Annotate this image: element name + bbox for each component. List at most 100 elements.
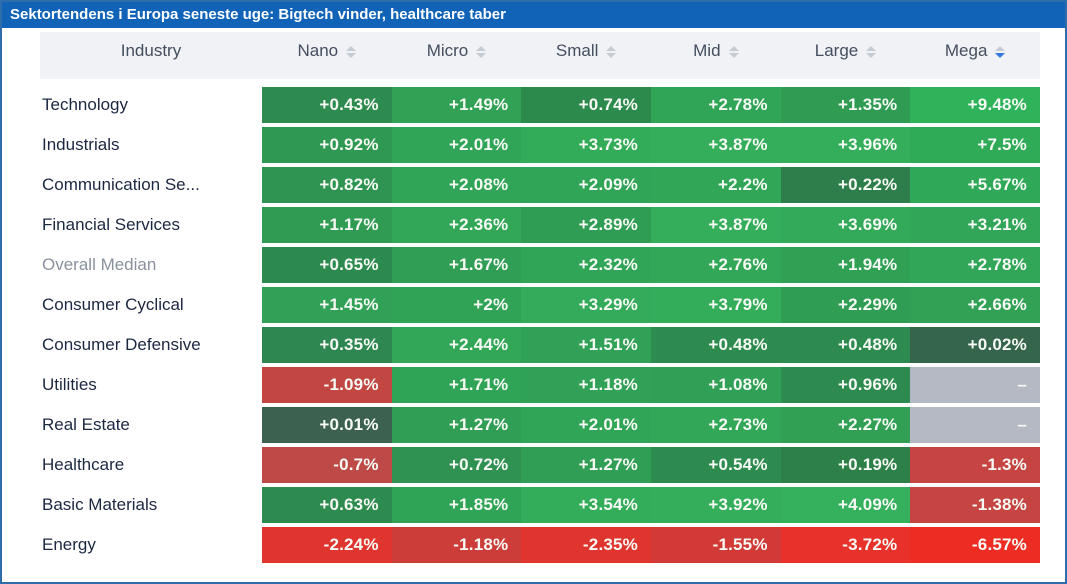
column-header-micro[interactable]: Micro <box>392 32 522 79</box>
table-cell: +0.48% <box>651 327 781 363</box>
table-cell: +4.09% <box>780 487 911 523</box>
window-title: Sektortendens i Europa seneste uge: Bigt… <box>10 6 506 23</box>
row-label: Healthcare <box>40 447 262 483</box>
table-cell: +0.65% <box>262 247 392 283</box>
column-header-mid[interactable]: Mid <box>651 32 781 79</box>
table-cell: +0.43% <box>262 87 392 123</box>
table-header: Industry Nano Micro Small Mid Large Mega <box>40 32 1040 79</box>
table-cell: +0.35% <box>262 327 392 363</box>
table-cell: +2.44% <box>391 327 522 363</box>
table-cell: +2% <box>391 287 522 323</box>
table-cell: -0.7% <box>262 447 392 483</box>
column-header-small[interactable]: Small <box>521 32 651 79</box>
table-cell: +1.27% <box>391 407 522 443</box>
table-cell: +3.79% <box>651 287 781 323</box>
table-cell: +1.49% <box>391 87 522 123</box>
sort-up-triangle-icon <box>728 46 739 51</box>
table-cell: +2.73% <box>651 407 781 443</box>
table-cell: +0.19% <box>780 447 911 483</box>
table-cell: +0.22% <box>780 167 911 203</box>
sort-icon <box>995 40 1006 58</box>
table-cell: +2.08% <box>391 167 522 203</box>
table-cell: +3.29% <box>521 287 651 323</box>
table-cell: -1.18% <box>391 527 522 563</box>
table-cell: +2.01% <box>521 407 651 443</box>
table-cell: +2.76% <box>651 247 781 283</box>
table-cell: +9.48% <box>910 87 1040 123</box>
column-header-label: Industry <box>120 41 182 60</box>
sort-icon <box>476 40 487 58</box>
sort-up-triangle-icon <box>866 46 877 51</box>
sort-up-triangle-icon <box>346 46 357 51</box>
table-cell: +0.96% <box>780 367 911 403</box>
table-cell: +0.02% <box>910 327 1040 363</box>
table-cell: +1.67% <box>391 247 522 283</box>
table-cell: +0.92% <box>262 127 392 163</box>
table-cell: +0.74% <box>521 87 651 123</box>
table-cell: -2.24% <box>262 527 392 563</box>
table-cell: +0.54% <box>651 447 781 483</box>
table-cell: +1.45% <box>262 287 392 323</box>
table-cell: +1.71% <box>391 367 522 403</box>
table-cell: +0.82% <box>262 167 392 203</box>
table-cell: +0.63% <box>262 487 392 523</box>
column-header-large[interactable]: Large <box>781 32 911 79</box>
table-cell: -1.38% <box>910 487 1040 523</box>
table-cell: +2.78% <box>910 247 1040 283</box>
sort-icon <box>728 40 739 58</box>
table-cell: +2.66% <box>910 287 1040 323</box>
table-cell: +1.17% <box>262 207 392 243</box>
row-label: Energy <box>40 527 262 563</box>
column-header-industry[interactable]: Industry <box>40 32 262 79</box>
sort-down-triangle-icon <box>606 53 617 58</box>
table-cell: +0.01% <box>262 407 392 443</box>
row-label: Utilities <box>40 367 262 403</box>
table-cell: +3.87% <box>651 207 781 243</box>
table-cell: +1.94% <box>780 247 911 283</box>
row-label: Consumer Cyclical <box>40 287 262 323</box>
table-cell: +3.73% <box>521 127 651 163</box>
table-cell: +2.27% <box>780 407 911 443</box>
table-cell: +3.54% <box>521 487 651 523</box>
table-cell: +1.85% <box>391 487 522 523</box>
table-cell: – <box>910 367 1040 403</box>
table-cell: +2.01% <box>391 127 522 163</box>
table-cell: +0.72% <box>391 447 522 483</box>
column-header-label: Large <box>814 41 859 60</box>
column-header-label: Mega <box>944 41 988 60</box>
row-label: Overall Median <box>40 247 262 283</box>
table-cell: -1.09% <box>262 367 392 403</box>
table-cell: +3.87% <box>651 127 781 163</box>
table-cell: +3.21% <box>910 207 1040 243</box>
row-label: Communication Se... <box>40 167 262 203</box>
sort-down-triangle-icon <box>346 53 357 58</box>
heatmap-grid: Technology +0.43% +1.49% +0.74% +2.78% +1.35%… <box>40 87 1040 563</box>
table-cell: +1.08% <box>651 367 781 403</box>
sort-up-triangle-icon <box>476 46 487 51</box>
column-header-label: Mid <box>693 41 721 60</box>
table-cell: -2.35% <box>521 527 651 563</box>
table-cell: +1.27% <box>521 447 651 483</box>
table-cell: +0.48% <box>780 327 911 363</box>
window-title-bar: Sektortendens i Europa seneste uge: Bigt… <box>2 2 1065 28</box>
table-cell: +1.51% <box>521 327 651 363</box>
sort-up-triangle-icon <box>995 46 1006 51</box>
table-cell: – <box>910 407 1040 443</box>
column-header-label: Nano <box>297 41 339 60</box>
table-cell: +1.18% <box>521 367 651 403</box>
table-cell: +7.5% <box>910 127 1040 163</box>
table-cell: +5.67% <box>910 167 1040 203</box>
table-cell: +2.2% <box>651 167 781 203</box>
sort-icon <box>866 40 877 58</box>
column-header-mega[interactable]: Mega <box>910 32 1040 79</box>
table-cell: -6.57% <box>910 527 1040 563</box>
table-cell: -3.72% <box>780 527 911 563</box>
row-label: Real Estate <box>40 407 262 443</box>
sort-icon <box>606 40 617 58</box>
table-cell: +2.78% <box>651 87 781 123</box>
table-cell: +2.89% <box>521 207 651 243</box>
column-header-nano[interactable]: Nano <box>262 32 392 79</box>
table-cell: +3.96% <box>780 127 911 163</box>
sort-down-triangle-icon <box>995 53 1006 58</box>
